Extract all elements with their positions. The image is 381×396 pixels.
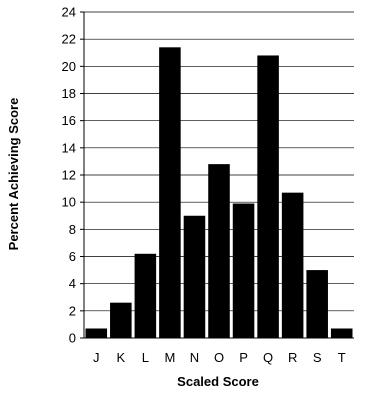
x-tick-label: M bbox=[164, 350, 175, 365]
x-tick-label: S bbox=[313, 350, 322, 365]
bar-t bbox=[330, 328, 353, 338]
bar-l bbox=[134, 253, 157, 338]
bar-o bbox=[208, 164, 230, 338]
y-tick-label: 0 bbox=[69, 331, 76, 346]
x-tick-label: P bbox=[239, 350, 248, 365]
bar-q bbox=[257, 55, 279, 338]
x-tick-label: Q bbox=[263, 350, 273, 365]
bar-m bbox=[159, 47, 181, 339]
y-tick-label: 6 bbox=[69, 249, 76, 264]
y-tick-label: 18 bbox=[62, 86, 76, 101]
y-tick-label: 20 bbox=[62, 59, 76, 74]
bars bbox=[85, 47, 353, 339]
axes bbox=[80, 11, 354, 339]
y-tick-label: 12 bbox=[62, 168, 76, 183]
y-tick-label: 22 bbox=[62, 32, 76, 47]
x-axis-title: Scaled Score bbox=[177, 374, 259, 389]
x-tick-label: R bbox=[288, 350, 297, 365]
y-axis-title: Percent Achieving Score bbox=[6, 98, 21, 251]
x-tick-label: O bbox=[214, 350, 224, 365]
bar-p bbox=[232, 203, 255, 338]
x-tick-label: K bbox=[116, 350, 125, 365]
y-tick-label: 24 bbox=[62, 5, 76, 20]
bar-n bbox=[183, 215, 206, 338]
x-tick-label: N bbox=[190, 350, 199, 365]
y-tick-label: 4 bbox=[69, 276, 76, 291]
y-tick-label: 16 bbox=[62, 113, 76, 128]
y-tick-label: 10 bbox=[62, 195, 76, 210]
bar-s bbox=[306, 270, 328, 338]
y-tick-label: 8 bbox=[69, 222, 76, 237]
y-tick-label: 2 bbox=[69, 303, 76, 318]
y-tick-label: 14 bbox=[62, 140, 76, 155]
bar-k bbox=[110, 302, 132, 338]
bar-j bbox=[85, 328, 108, 338]
bar-r bbox=[281, 192, 304, 338]
x-tick-label: L bbox=[142, 350, 149, 365]
x-tick-label: J bbox=[93, 350, 100, 365]
x-tick-label: T bbox=[338, 350, 346, 365]
